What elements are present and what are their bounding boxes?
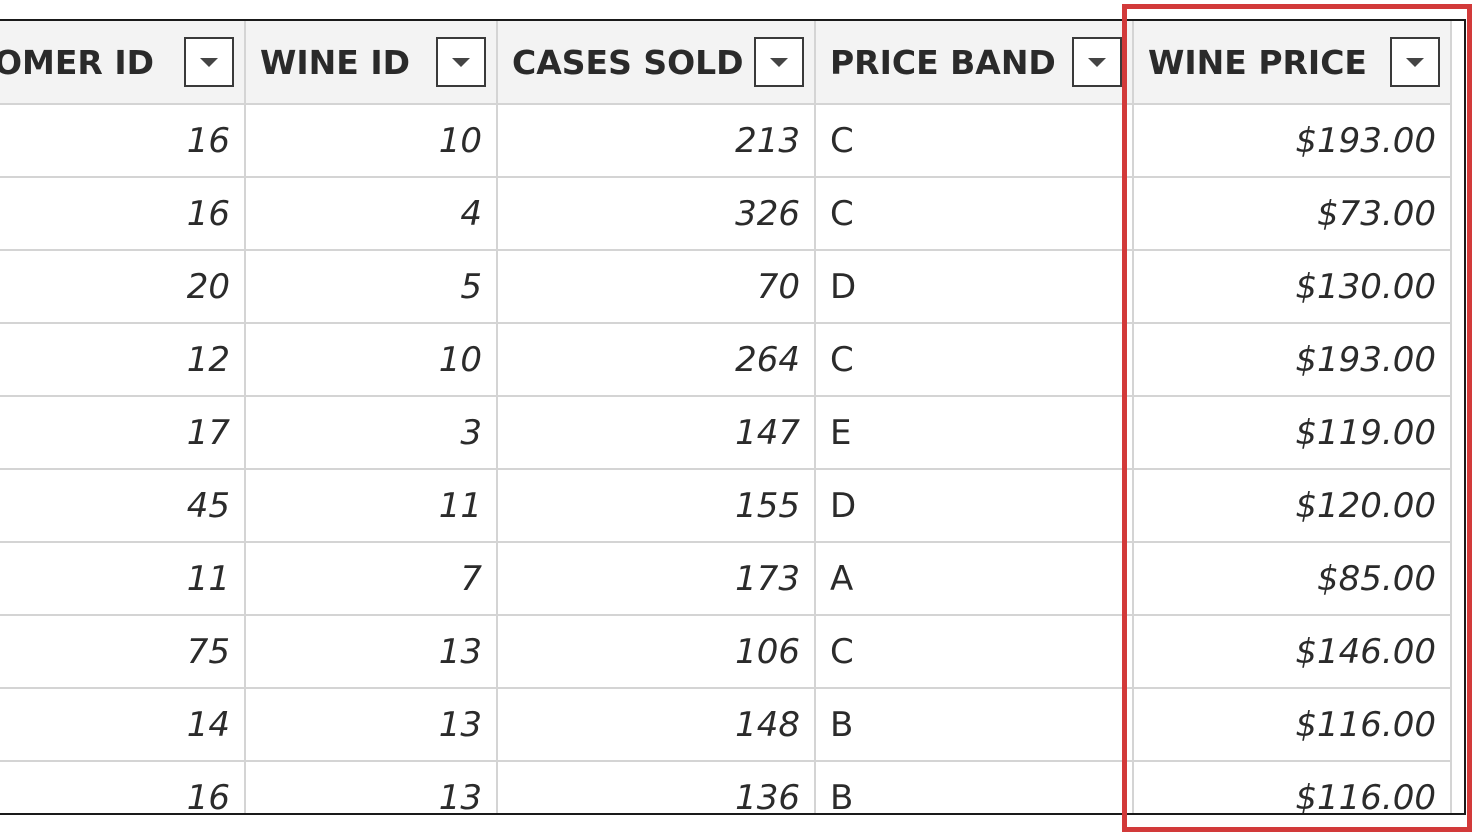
chevron-down-icon <box>452 57 470 67</box>
data-grid: OMER ID WINE ID CASES SOLD PRICE BAND WI… <box>0 19 1466 815</box>
table-cell[interactable]: 13 <box>246 616 498 687</box>
table-row[interactable]: 12 10 264 C $193.00 <box>0 324 1452 397</box>
table-cell[interactable]: 14 <box>0 689 246 760</box>
table-cell[interactable]: $130.00 <box>1134 251 1452 322</box>
table-cell[interactable]: 106 <box>498 616 816 687</box>
table-row[interactable]: 45 11 155 D $120.00 <box>0 470 1452 543</box>
table-cell[interactable]: 148 <box>498 689 816 760</box>
table-cell[interactable]: 264 <box>498 324 816 395</box>
table-cell[interactable]: 213 <box>498 105 816 176</box>
table-cell[interactable]: 5 <box>246 251 498 322</box>
table-cell[interactable]: 70 <box>498 251 816 322</box>
column-header-customer-id[interactable]: OMER ID <box>0 21 246 103</box>
chevron-down-icon <box>200 57 218 67</box>
header-row: OMER ID WINE ID CASES SOLD PRICE BAND WI… <box>0 21 1452 105</box>
table-cell[interactable]: 16 <box>0 105 246 176</box>
table-cell[interactable]: $146.00 <box>1134 616 1452 687</box>
table-cell[interactable]: 75 <box>0 616 246 687</box>
table-cell[interactable]: 11 <box>0 543 246 614</box>
table-cell[interactable]: D <box>816 470 1134 541</box>
table-cell[interactable]: 16 <box>0 762 246 813</box>
column-header-wine-price[interactable]: WINE PRICE <box>1134 21 1452 103</box>
table-cell[interactable]: 326 <box>498 178 816 249</box>
table-row[interactable]: 16 4 326 C $73.00 <box>0 178 1452 251</box>
table-cell[interactable]: B <box>816 762 1134 813</box>
table-row[interactable]: 16 10 213 C $193.00 <box>0 105 1452 178</box>
table-row[interactable]: 16 13 136 B $116.00 <box>0 762 1452 813</box>
table-row[interactable]: 75 13 106 C $146.00 <box>0 616 1452 689</box>
table-cell[interactable]: 7 <box>246 543 498 614</box>
chevron-down-icon <box>770 57 788 67</box>
table-cell[interactable]: 10 <box>246 324 498 395</box>
table-cell[interactable]: 13 <box>246 762 498 813</box>
table-row[interactable]: 14 13 148 B $116.00 <box>0 689 1452 762</box>
table-cell[interactable]: 20 <box>0 251 246 322</box>
table-row[interactable]: 17 3 147 E $119.00 <box>0 397 1452 470</box>
table-cell[interactable]: $116.00 <box>1134 689 1452 760</box>
table-cell[interactable]: 136 <box>498 762 816 813</box>
table-cell[interactable]: $120.00 <box>1134 470 1452 541</box>
table-cell[interactable]: $73.00 <box>1134 178 1452 249</box>
column-header-label: OMER ID <box>0 42 154 82</box>
table-cell[interactable]: $85.00 <box>1134 543 1452 614</box>
table-cell[interactable]: 13 <box>246 689 498 760</box>
column-header-cases-sold[interactable]: CASES SOLD <box>498 21 816 103</box>
column-header-label: PRICE BAND <box>830 42 1056 82</box>
filter-dropdown-button[interactable] <box>1072 37 1122 87</box>
table-row[interactable]: 11 7 173 A $85.00 <box>0 543 1452 616</box>
table-cell[interactable]: C <box>816 324 1134 395</box>
table-cell[interactable]: 155 <box>498 470 816 541</box>
table-cell[interactable]: $193.00 <box>1134 324 1452 395</box>
table-cell[interactable]: C <box>816 105 1134 176</box>
table-cell[interactable]: $193.00 <box>1134 105 1452 176</box>
table-cell[interactable]: 147 <box>498 397 816 468</box>
table-row[interactable]: 20 5 70 D $130.00 <box>0 251 1452 324</box>
table-cell[interactable]: D <box>816 251 1134 322</box>
table-cell[interactable]: $116.00 <box>1134 762 1452 813</box>
column-header-wine-id[interactable]: WINE ID <box>246 21 498 103</box>
table-cell[interactable]: C <box>816 178 1134 249</box>
table-cell[interactable]: 10 <box>246 105 498 176</box>
table-cell[interactable]: 4 <box>246 178 498 249</box>
table-body: 16 10 213 C $193.00 16 4 326 C $73.00 20 5 70 D $130.0… <box>0 105 1452 813</box>
table-cell[interactable]: E <box>816 397 1134 468</box>
filter-dropdown-button[interactable] <box>1390 37 1440 87</box>
table-cell[interactable]: 16 <box>0 178 246 249</box>
filter-dropdown-button[interactable] <box>436 37 486 87</box>
column-header-label: CASES SOLD <box>512 42 744 82</box>
column-header-label: WINE PRICE <box>1148 42 1367 82</box>
table-cell[interactable]: B <box>816 689 1134 760</box>
filter-dropdown-button[interactable] <box>754 37 804 87</box>
table-cell[interactable]: 12 <box>0 324 246 395</box>
table-cell[interactable]: 173 <box>498 543 816 614</box>
table-cell[interactable]: C <box>816 616 1134 687</box>
table-cell[interactable]: A <box>816 543 1134 614</box>
filter-dropdown-button[interactable] <box>184 37 234 87</box>
table-cell[interactable]: 17 <box>0 397 246 468</box>
column-header-price-band[interactable]: PRICE BAND <box>816 21 1134 103</box>
table-cell[interactable]: 3 <box>246 397 498 468</box>
column-header-label: WINE ID <box>260 42 410 82</box>
table-cell[interactable]: 45 <box>0 470 246 541</box>
data-grid-inner: OMER ID WINE ID CASES SOLD PRICE BAND WI… <box>0 21 1452 813</box>
table-cell[interactable]: 11 <box>246 470 498 541</box>
chevron-down-icon <box>1406 57 1424 67</box>
table-cell[interactable]: $119.00 <box>1134 397 1452 468</box>
chevron-down-icon <box>1088 57 1106 67</box>
